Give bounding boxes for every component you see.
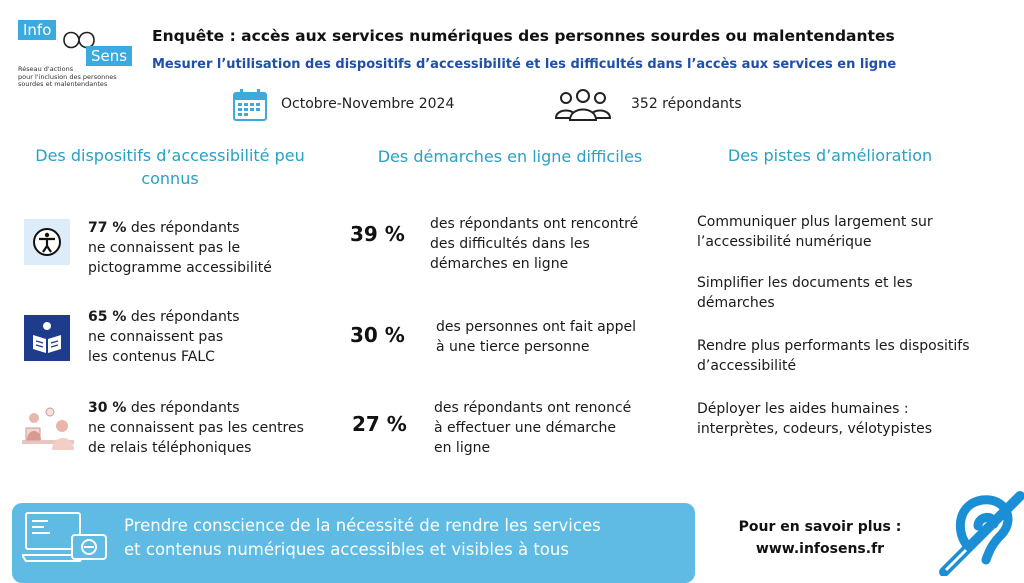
more-info-label: Pour en savoir plus : [738, 519, 902, 535]
respondent-count: 352 répondants [631, 96, 742, 112]
survey-date: Octobre-Novembre 2024 [281, 96, 455, 112]
middle-stat-1-text: des répondants ont rencontré des difficu… [430, 216, 639, 272]
left-item-1: 77 % des répondants ne connaissent pas l… [88, 220, 272, 276]
conclusion-banner [12, 503, 695, 583]
improvement-item-2: Simplifier les documents et les démarche… [697, 275, 913, 311]
hearing-impairment-icon [939, 491, 1024, 576]
easy-read-icon [24, 315, 70, 361]
people-group-icon [554, 89, 612, 121]
middle-stat-2-percent: 30 % [350, 323, 405, 347]
relay-center-icon [20, 406, 76, 456]
middle-stat-3-text: des répondants ont renoncé à effectuer u… [434, 400, 632, 456]
logo-tagline: Réseau d'actions pour l'inclusion des pe… [18, 65, 117, 88]
middle-stat-1-percent: 39 % [350, 222, 405, 246]
middle-column-heading: Des démarches en ligne difficiles [377, 147, 643, 166]
accessibility-icon [24, 219, 70, 265]
left-column-heading: Des dispositifs d’accessibilité peu conn… [35, 146, 305, 188]
website-link[interactable]: www.infosens.fr [755, 541, 885, 557]
more-info: Pour en savoir plus : www.infosens.fr [720, 516, 920, 560]
logo-word-info: Info [18, 20, 57, 40]
improvement-item-1: Communiquer plus largement sur l’accessi… [697, 214, 933, 250]
laptop-icon [22, 512, 107, 562]
infinity-icon [63, 31, 95, 49]
page-title: Enquête : accès aux services numériques … [152, 27, 895, 45]
conclusion-text: Prendre conscience de la nécessité de re… [124, 516, 601, 559]
calendar-icon [233, 89, 267, 121]
left-item-2: 65 % des répondants ne connaissent pas l… [88, 309, 240, 365]
page-subtitle: Mesurer l’utilisation des dispositifs d’… [152, 57, 897, 72]
logo-word-sens: Sens [86, 46, 133, 66]
infosens-logo: Info Sens Réseau d'actions pour l'inclus… [18, 20, 136, 90]
left-item-3: 30 % des répondants ne connaissent pas l… [88, 400, 304, 456]
middle-stat-2-text: des personnes ont fait appel à une tierc… [436, 319, 637, 355]
right-column-heading: Des pistes d’amélioration [727, 146, 933, 165]
improvement-item-4: Déployer les aides humaines : interprète… [697, 401, 933, 437]
improvement-item-3: Rendre plus performants les dispositifs … [697, 338, 970, 374]
middle-stat-3-percent: 27 % [352, 412, 407, 436]
